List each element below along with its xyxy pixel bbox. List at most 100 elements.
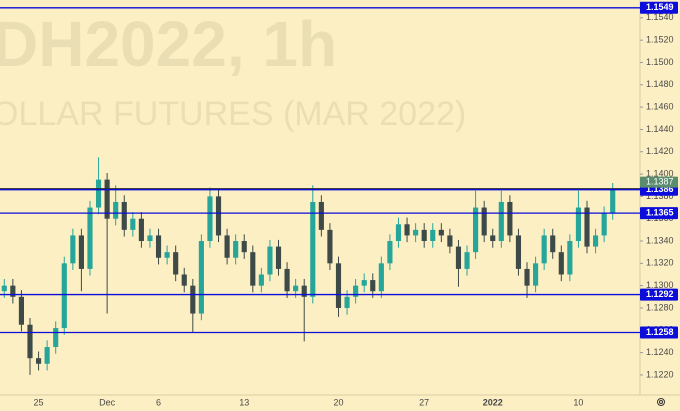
- level-label-box: [640, 288, 678, 301]
- candle-body: [533, 263, 539, 286]
- candle-body: [550, 235, 556, 253]
- last-price-label: 1.1387: [646, 176, 674, 186]
- level-label: 1.1292: [646, 289, 674, 299]
- candle-body: [10, 285, 16, 297]
- candle-body: [224, 235, 230, 258]
- candle-body: [95, 179, 102, 208]
- candle-body: [438, 229, 444, 236]
- candle-body: [507, 201, 513, 236]
- level-label: 1.1386: [646, 184, 674, 194]
- candle-body: [541, 235, 547, 264]
- candle-body: [164, 252, 170, 258]
- candle-body: [181, 274, 187, 286]
- candle-body: [113, 201, 119, 219]
- candle-body: [558, 252, 564, 275]
- candle-body: [584, 207, 590, 247]
- y-tick-label: 1.1420: [646, 146, 674, 156]
- candle-body: [61, 263, 67, 329]
- candle-body: [275, 246, 282, 269]
- candle-body: [387, 241, 393, 264]
- candle-body: [447, 235, 453, 247]
- watermark-name: OLLAR FUTURES (MAR 2022): [0, 95, 466, 133]
- candle-body: [395, 224, 402, 242]
- x-tick-label: 20: [333, 397, 343, 407]
- candle-body: [284, 268, 290, 292]
- candle-body: [35, 358, 42, 364]
- candle-body: [1, 285, 7, 292]
- watermark-symbol: DH2022, 1h: [0, 8, 337, 80]
- candle-body: [70, 235, 76, 264]
- candle-body: [241, 241, 247, 253]
- candle-body: [404, 224, 410, 236]
- y-tick-label: 1.1380: [646, 191, 674, 201]
- candle-body: [567, 241, 573, 275]
- level-label: 1.1365: [646, 207, 674, 217]
- candle-body: [104, 179, 110, 219]
- level-label-box: [640, 326, 678, 339]
- candle-body: [198, 241, 204, 314]
- candle-body: [490, 235, 496, 242]
- candle-body: [370, 280, 376, 292]
- y-tick-label: 1.1220: [646, 369, 674, 379]
- last-price-box: [640, 176, 678, 188]
- x-tick-label: Dec: [99, 397, 116, 407]
- candle-body: [190, 285, 196, 314]
- candle-body: [44, 347, 50, 364]
- y-tick-label: 1.1500: [646, 57, 674, 67]
- candle-body: [498, 201, 504, 242]
- y-tick-label: 1.1300: [646, 280, 674, 290]
- candle-body: [327, 229, 333, 264]
- x-tick-label: 6: [156, 397, 161, 407]
- candle-body: [473, 207, 479, 253]
- x-tick-label: 25: [34, 397, 44, 407]
- candle-body: [233, 241, 239, 258]
- candle-body: [173, 252, 179, 275]
- level-label: 1.1258: [646, 327, 674, 337]
- x-tick-label: 10: [573, 397, 583, 407]
- candle-body: [593, 235, 599, 247]
- candle-body: [430, 229, 436, 242]
- candle-body: [464, 252, 470, 269]
- y-tick-label: 1.1440: [646, 124, 674, 134]
- candle-body: [610, 188, 616, 214]
- level-label-box: [640, 1, 678, 14]
- candle-body: [524, 268, 530, 286]
- candle-body: [78, 235, 84, 269]
- settings-icon[interactable]: [657, 398, 665, 406]
- candle-body: [267, 246, 273, 275]
- candle-body: [455, 246, 462, 269]
- candle-body: [53, 328, 59, 348]
- candle-body: [250, 252, 256, 286]
- candle-body: [138, 218, 144, 242]
- candle-body: [515, 235, 522, 269]
- candle-body: [147, 235, 153, 242]
- candle-body: [155, 235, 162, 258]
- candle-body: [421, 229, 427, 242]
- y-tick-label: 1.1460: [646, 101, 674, 111]
- candle-body: [215, 196, 222, 236]
- y-tick-label: 1.1480: [646, 79, 674, 89]
- candle-body: [121, 201, 127, 230]
- candle-body: [207, 196, 213, 242]
- candle-body: [27, 324, 33, 359]
- candle-body: [378, 263, 384, 292]
- candle-body: [335, 263, 342, 308]
- x-tick-label: 27: [419, 397, 429, 407]
- candle-body: [130, 218, 136, 230]
- level-label: 1.1549: [646, 2, 674, 12]
- x-tick-label: 13: [239, 397, 249, 407]
- candle-body: [87, 207, 93, 269]
- y-tick-label: 1.1540: [646, 12, 674, 22]
- candle-body: [575, 207, 582, 242]
- y-tick-label: 1.1320: [646, 258, 674, 268]
- candle-body: [310, 201, 316, 297]
- y-tick-label: 1.1280: [646, 302, 674, 312]
- y-tick-label: 1.1240: [646, 347, 674, 357]
- candle-body: [344, 296, 350, 308]
- y-tick-label: 1.1520: [646, 35, 674, 45]
- candle-body: [318, 201, 324, 230]
- candle-body: [413, 229, 419, 236]
- y-tick-label: 1.1400: [646, 168, 674, 178]
- candle-body: [601, 213, 607, 236]
